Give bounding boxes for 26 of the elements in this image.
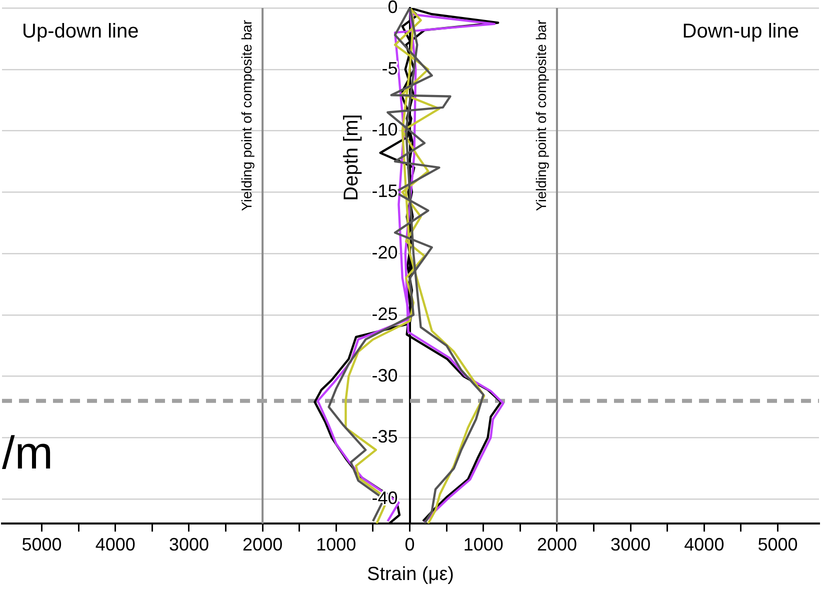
- y-tick-label: -35: [372, 426, 398, 447]
- y-tick-label: -15: [372, 181, 398, 202]
- y-tick-label: -20: [372, 242, 398, 262]
- ref-line-label: Yielding point of composite bar: [238, 20, 254, 211]
- annotation: /m: [2, 426, 54, 478]
- y-tick-label: -30: [372, 365, 398, 386]
- x-tick-label: 1000: [463, 534, 504, 554]
- x-tick-label: 0: [404, 534, 415, 554]
- y-tick-label: -25: [372, 304, 398, 324]
- x-tick-label: 1000: [316, 534, 356, 554]
- ref-line-label: Yielding point of composite bar: [532, 20, 549, 211]
- annotation: Up-down line: [22, 20, 139, 43]
- x-tick-label: 5000: [22, 534, 62, 554]
- x-tick-label: 5000: [758, 534, 798, 554]
- annotation: Down-up line: [682, 20, 799, 43]
- x-tick-label: 2000: [242, 534, 283, 554]
- x-axis-title: Strain (με): [367, 564, 454, 585]
- y-tick-label: -5: [382, 58, 398, 78]
- x-tick-label: 4000: [684, 534, 724, 554]
- y-tick-label: 0: [388, 0, 398, 17]
- x-tick-label: 3000: [168, 534, 209, 554]
- y-axis-title: Depth [m]: [340, 114, 362, 201]
- x-tick-label: 2000: [536, 534, 577, 554]
- x-tick-label: 3000: [610, 534, 651, 554]
- x-tick-label: 4000: [95, 534, 136, 554]
- y-tick-label: -10: [372, 120, 398, 140]
